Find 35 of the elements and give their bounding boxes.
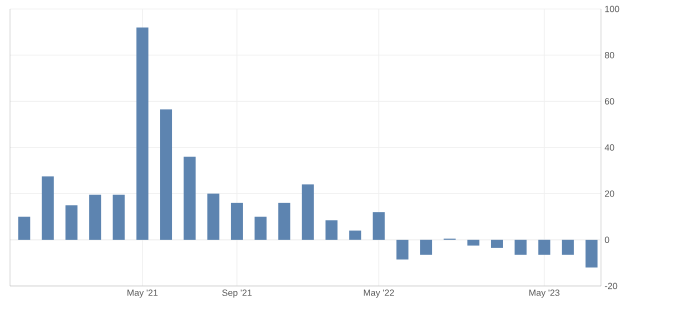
bar <box>112 194 125 240</box>
bar <box>230 202 243 240</box>
bar <box>467 240 480 246</box>
bar <box>538 240 550 255</box>
y-tick-label: 100 <box>605 6 620 12</box>
bar <box>184 156 196 240</box>
bar <box>302 184 314 240</box>
y-tick-label: 0 <box>604 236 610 244</box>
bar <box>278 202 290 240</box>
bar <box>326 220 338 240</box>
y-tick-label: 40 <box>604 144 614 151</box>
bar <box>254 216 267 240</box>
y-tick-label: 80 <box>604 52 614 58</box>
bar <box>89 194 102 240</box>
bar <box>65 205 78 240</box>
x-tick-label: May '23 <box>529 290 560 298</box>
bar <box>420 240 432 255</box>
y-tick-label: 60 <box>604 98 614 105</box>
x-tick-label: Sep '21 <box>222 290 252 298</box>
bar <box>514 240 527 255</box>
bar <box>42 176 54 240</box>
x-tick-label: May '21 <box>128 290 158 298</box>
y-tick-label: 20 <box>604 190 614 197</box>
bar <box>207 194 220 240</box>
bar <box>136 27 148 240</box>
bar <box>349 230 362 240</box>
bar <box>490 240 503 248</box>
bar <box>396 240 408 260</box>
bar <box>372 212 385 240</box>
bar <box>586 240 598 268</box>
bar <box>160 109 172 240</box>
x-tick-label: May '22 <box>364 290 394 298</box>
y-tick-label: -20 <box>604 282 618 290</box>
bar <box>562 240 574 255</box>
bar <box>18 216 30 240</box>
